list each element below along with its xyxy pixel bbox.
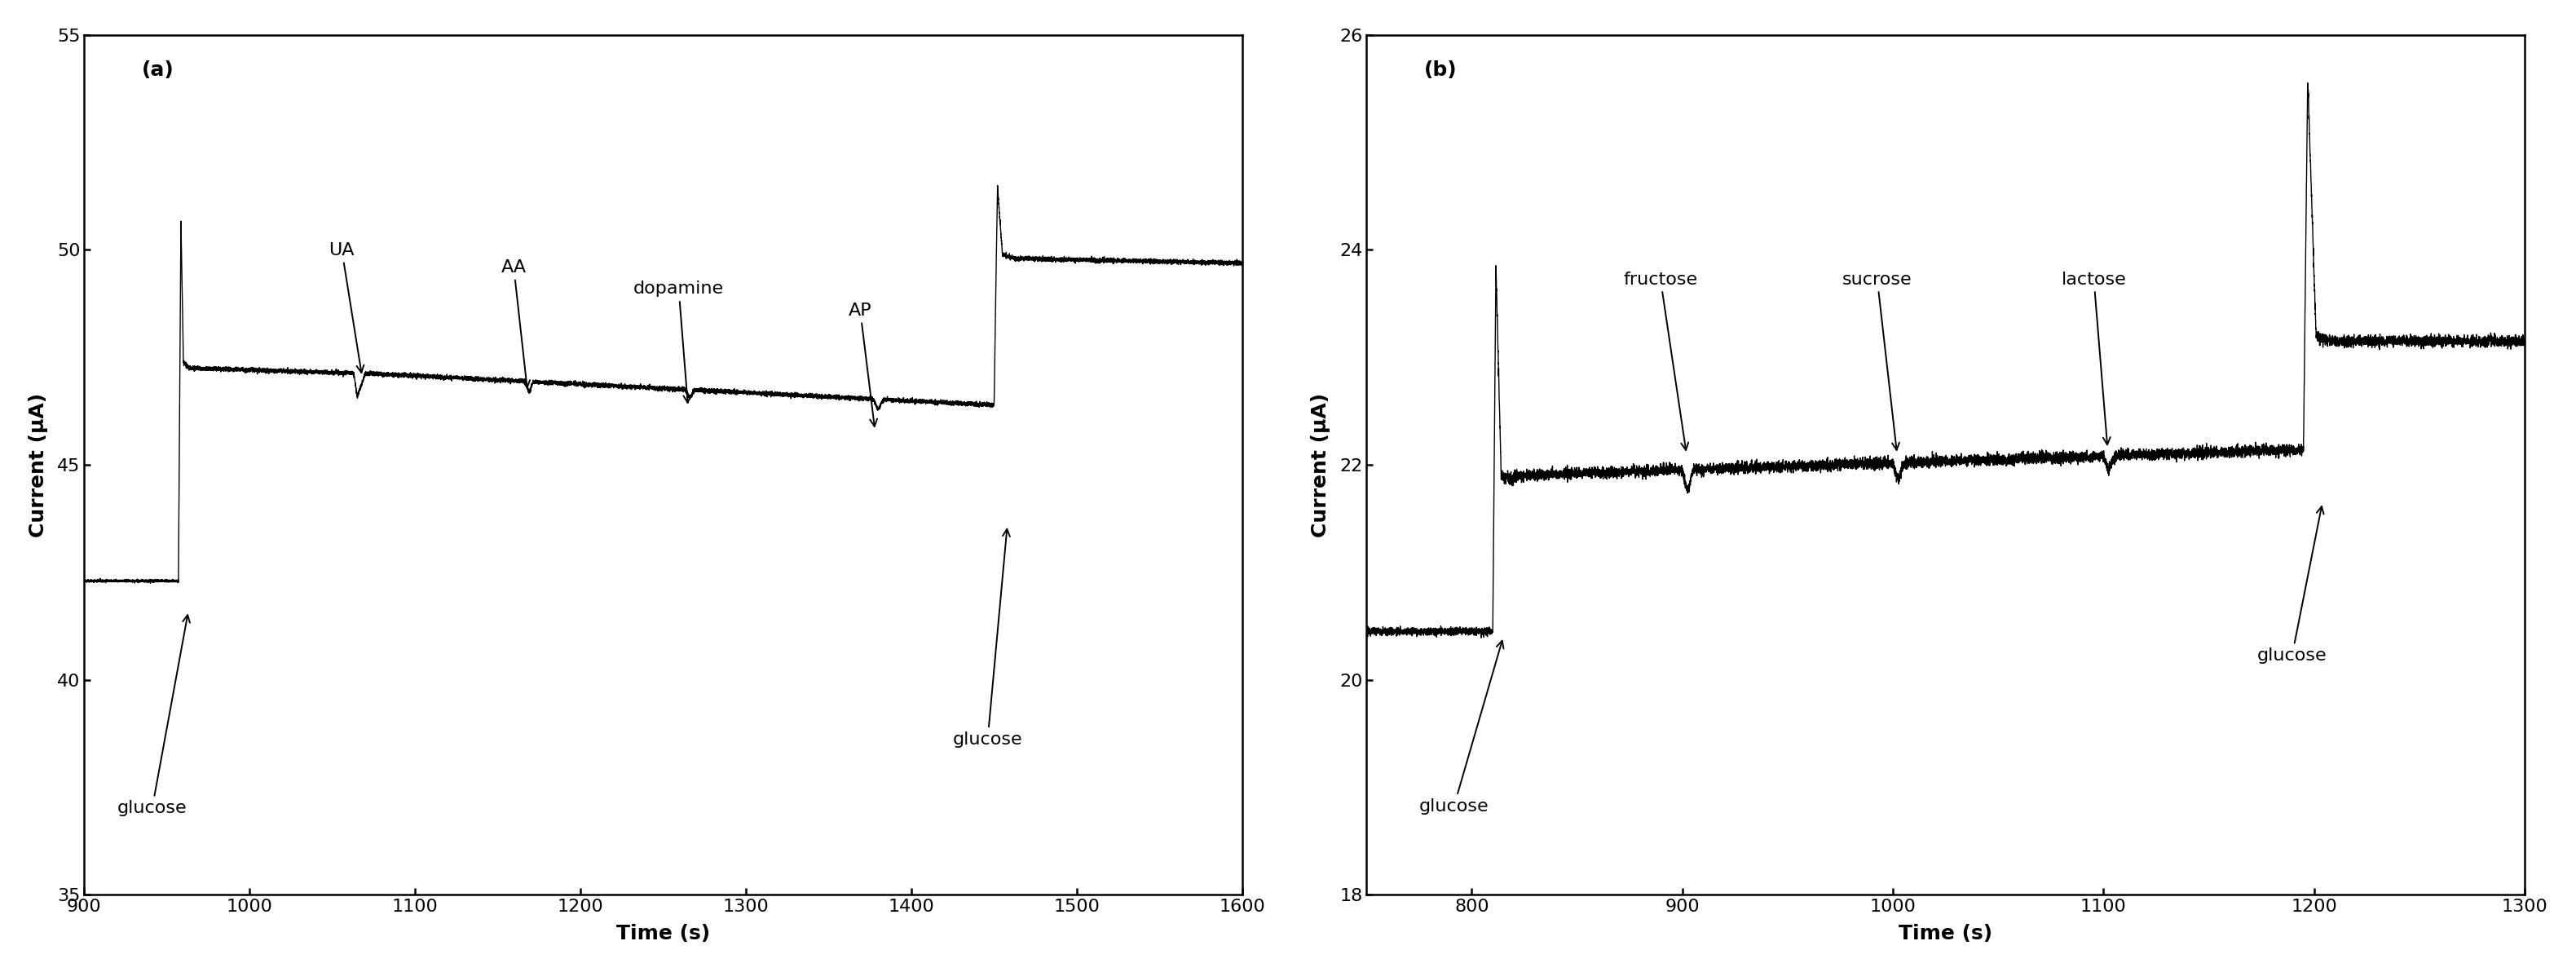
Text: fructose: fructose (1623, 271, 1698, 450)
Text: glucose: glucose (118, 615, 191, 816)
Text: dopamine: dopamine (634, 281, 724, 402)
Text: sucrose: sucrose (1842, 271, 1911, 450)
Y-axis label: Current (μA): Current (μA) (1311, 393, 1329, 537)
Text: (b): (b) (1425, 60, 1458, 81)
Y-axis label: Current (μA): Current (μA) (28, 393, 49, 537)
Text: lactose: lactose (2061, 271, 2125, 444)
Text: AA: AA (502, 260, 531, 388)
Text: glucose: glucose (1419, 641, 1504, 815)
Text: glucose: glucose (2257, 506, 2326, 664)
Text: (a): (a) (142, 60, 175, 81)
Text: glucose: glucose (953, 529, 1023, 747)
Text: AP: AP (848, 302, 878, 427)
Text: UA: UA (330, 242, 363, 372)
X-axis label: Time (s): Time (s) (1899, 924, 1991, 944)
X-axis label: Time (s): Time (s) (616, 924, 711, 944)
